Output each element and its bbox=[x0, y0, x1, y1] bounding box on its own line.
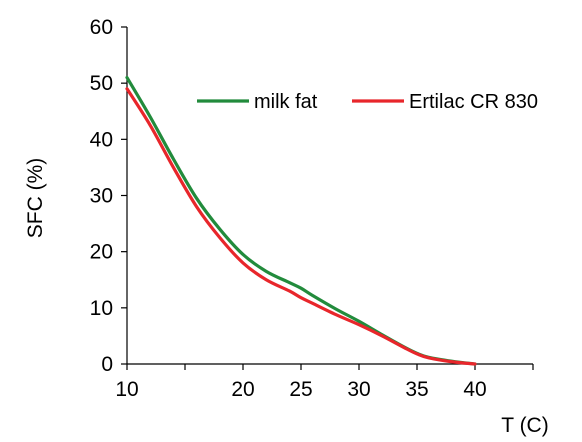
x-tick-label: 20 bbox=[231, 378, 254, 401]
x-tick-label: 25 bbox=[289, 378, 312, 401]
x-tick-label: 10 bbox=[115, 378, 138, 401]
y-tick-label: 30 bbox=[90, 185, 113, 208]
series-line-ertilac-cr-830 bbox=[125, 87, 477, 366]
legend: milk fat Ertilac CR 830 bbox=[197, 91, 538, 113]
series-line-milk-fat bbox=[125, 75, 477, 366]
y-axis-title: SFC (%) bbox=[24, 158, 47, 239]
y-tick-label: 50 bbox=[90, 72, 113, 95]
legend-label: milk fat bbox=[254, 91, 318, 113]
x-tick-label: 40 bbox=[463, 378, 486, 401]
series-group bbox=[125, 75, 477, 366]
y-tick-label: 40 bbox=[90, 128, 113, 151]
y-tick-label: 10 bbox=[90, 297, 113, 320]
legend-label: Ertilac CR 830 bbox=[409, 91, 538, 113]
x-axis-title: T (C) bbox=[501, 414, 548, 437]
x-tick-label: 30 bbox=[347, 378, 370, 401]
y-tick-label: 0 bbox=[101, 353, 113, 376]
y-tick-label: 60 bbox=[90, 16, 113, 39]
y-tick-label: 20 bbox=[90, 241, 113, 264]
x-tick-label: 35 bbox=[405, 378, 428, 401]
